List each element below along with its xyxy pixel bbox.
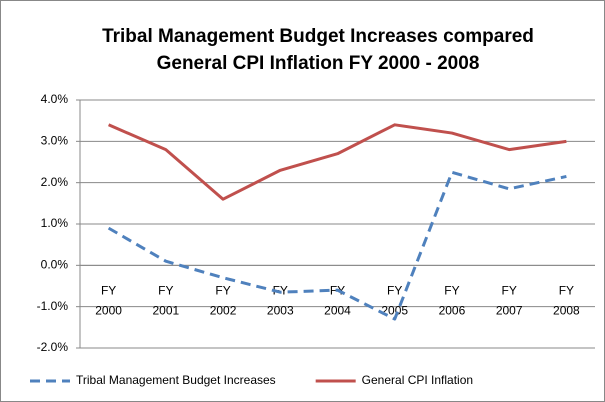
x-tick-label: FY 2007 [496,284,523,318]
x-tick-label-line: FY [444,284,459,298]
x-tick-label: FY 2000 [95,284,122,318]
x-tick-label-line: 2006 [439,304,466,318]
chart-title: General CPI Inflation FY 2000 - 2008 [157,53,480,74]
y-tick-label: 1.0% [41,216,69,230]
x-tick-label-line: FY [101,284,116,298]
y-tick-label: -1.0% [37,299,69,313]
x-tick-label-line: FY [273,284,288,298]
x-tick-label: FY 2002 [210,284,237,318]
legend-label: Tribal Management Budget Increases [76,373,276,387]
x-tick-label-line: FY [387,284,402,298]
x-tick-label-line: 2008 [553,304,580,318]
x-tick-label-line: 2000 [95,304,122,318]
x-tick-label-line: FY [215,284,230,298]
y-tick-label: 2.0% [41,175,69,189]
x-tick-label-line: 2005 [381,304,408,318]
x-tick-label-line: FY [559,284,574,298]
y-tick-label: 3.0% [41,134,69,148]
chart-title: Tribal Management Budget Increases compa… [102,26,534,47]
x-tick-label: FY 2001 [152,284,179,318]
x-tick-label: FY 2008 [553,284,580,318]
y-tick-label: -2.0% [37,340,69,354]
series-line [107,170,567,321]
x-tick-label: FY 2003 [267,284,294,318]
x-tick-label: FY 2005 [381,284,408,318]
x-tick-label-line: 2001 [152,304,179,318]
legend-label: General CPI Inflation [362,373,473,387]
x-tick-label-line: 2003 [267,304,294,318]
series-line [108,123,567,201]
x-tick-label-line: 2004 [324,304,351,318]
x-tick-label-line: FY [158,284,173,298]
x-tick-label-line: 2007 [496,304,523,318]
y-tick-label: 0.0% [41,258,69,272]
x-tick-label-line: 2002 [210,304,237,318]
x-tick-label-line: FY [501,284,516,298]
x-tick-label: FY 2006 [439,284,466,318]
y-tick-label: 4.0% [41,92,69,106]
